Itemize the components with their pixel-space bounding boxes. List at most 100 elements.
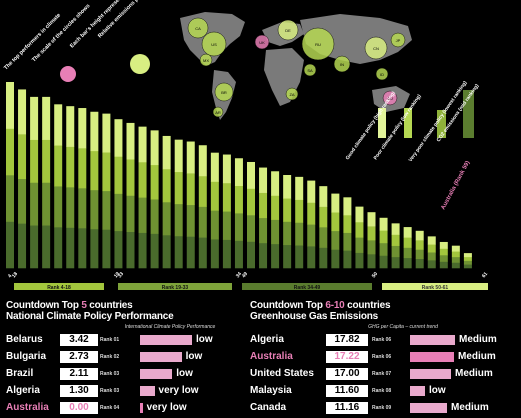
legend-bar <box>404 108 412 138</box>
map-bubble <box>212 106 224 118</box>
map-bubble <box>333 55 351 73</box>
axis-number: 33 <box>117 271 125 279</box>
axis-number: 19 <box>113 271 121 279</box>
bar <box>198 145 207 269</box>
axis-number: 49 <box>241 271 249 279</box>
bar <box>234 158 243 269</box>
bar <box>186 141 195 269</box>
rank-label: Rank 01 <box>100 337 120 343</box>
table-row: Australia 17.22 Rank 06 Medium <box>250 351 516 365</box>
world-map: CA US MX BR AR UK DE RU IN CN JP ZA AU SA ID <box>180 12 412 120</box>
map-bubble <box>390 32 406 48</box>
score-value: 0.00 <box>60 402 98 414</box>
table-row: Brazil 2.11 Rank 03 low <box>6 368 244 382</box>
legend-bar <box>463 90 474 138</box>
score-bar <box>140 386 155 396</box>
note-text: Relative emissions per capita <box>97 0 156 39</box>
score-bar <box>410 352 454 362</box>
bar <box>379 217 388 269</box>
map-bubble-label: RU <box>315 42 321 47</box>
axis-number: 61 <box>481 271 489 279</box>
level-label: very low <box>158 385 199 396</box>
table-row: Belarus 3.42 Rank 01 low <box>6 334 244 348</box>
bar <box>343 197 352 269</box>
rank-strip <box>382 283 488 290</box>
left-panel-title: Countdown Top 5 countries National Clima… <box>6 300 174 322</box>
axis-number: 4 <box>7 273 14 279</box>
country-name: Malaysia <box>250 385 292 396</box>
table-row: Australia 0.00 Rank 04 very low <box>6 402 244 416</box>
table-row: Bulgaria 2.73 Rank 02 low <box>6 351 244 365</box>
table-row: United States 17.00 Rank 07 Medium <box>250 368 516 382</box>
map-bubble <box>364 36 388 60</box>
rank-strip <box>118 283 232 290</box>
bar <box>427 236 436 269</box>
bar <box>331 193 340 269</box>
country-name: Algeria <box>6 385 40 396</box>
score-value: 2.11 <box>60 368 98 380</box>
map-bubble-label: JP <box>396 38 401 43</box>
map-bubble <box>214 82 234 102</box>
map-bubble <box>375 67 389 81</box>
map-bubble-label: MX <box>203 58 209 63</box>
bar <box>295 176 304 269</box>
rank-label: Rank 03 <box>100 371 120 377</box>
map-bubble-label: BR <box>221 90 227 95</box>
right-panel-subtitle: GHG per Capita – current trend <box>368 324 438 330</box>
rank-label: Rank 03 <box>100 388 120 394</box>
level-label: Medium <box>455 368 493 379</box>
bar <box>18 89 27 269</box>
bar <box>271 171 280 269</box>
bar <box>150 130 159 269</box>
score-bar <box>410 386 425 396</box>
highlight-label: Australia (Rank 59) <box>440 160 471 211</box>
bar <box>174 139 183 269</box>
legend-bar <box>378 108 386 138</box>
bar <box>367 212 376 269</box>
rank-strip-label: Rank 34-49 <box>294 285 321 291</box>
score-bar <box>410 369 451 379</box>
bar <box>126 122 135 269</box>
level-label: low <box>196 334 213 345</box>
table-row: Malaysia 11.60 Rank 08 low <box>250 385 516 399</box>
rank-label: Rank 07 <box>372 371 392 377</box>
left-panel-subtitle: International Climate Policy Performance <box>124 324 216 330</box>
bar <box>162 135 171 269</box>
country-name: Canada <box>250 402 287 413</box>
map-bubble <box>199 53 213 67</box>
rank-strip <box>14 283 104 290</box>
left-panel: Countdown Top 5 countries National Clima… <box>6 300 244 417</box>
score-value: 2.73 <box>60 351 98 363</box>
country-name: Bulgaria <box>6 351 47 362</box>
bar-chart: CA US MX BR AR UK DE RU IN CN JP ZA AU SA ID Good clim… <box>3 0 489 291</box>
bar <box>222 154 231 269</box>
country-name: Australia <box>250 351 293 362</box>
right-panel-title: Countdown Top 6-10 countries Greenhouse … <box>250 300 391 322</box>
map-bubble-label: AU <box>387 96 393 101</box>
map-bubble <box>277 19 299 41</box>
map-bubble-label: ID <box>380 72 384 77</box>
bar <box>6 82 14 269</box>
rank-strip-label: Rank 4-18 <box>47 285 71 291</box>
map-bubble <box>303 63 317 77</box>
level-label: Medium <box>459 334 497 345</box>
score-bar <box>140 369 173 379</box>
rank-label: Rank 08 <box>372 388 392 394</box>
bar <box>355 206 364 269</box>
score-bar <box>140 352 182 362</box>
bar <box>439 241 448 269</box>
bar <box>451 245 460 269</box>
bar <box>319 186 328 269</box>
score-value: 11.60 <box>326 385 368 397</box>
country-name: United States <box>250 368 314 379</box>
bar <box>415 230 424 269</box>
axis-number: 18 <box>11 271 19 279</box>
legend-label: Very poor climate policy (lowest ranking… <box>408 80 469 163</box>
level-label: low <box>176 368 193 379</box>
map-bubble-label: US <box>211 42 217 47</box>
level-label: Medium <box>451 402 489 413</box>
country-name: Brazil <box>6 368 34 379</box>
level-label: very low <box>146 402 187 413</box>
axis-number: 50 <box>371 271 379 279</box>
level-label: low <box>429 385 446 396</box>
